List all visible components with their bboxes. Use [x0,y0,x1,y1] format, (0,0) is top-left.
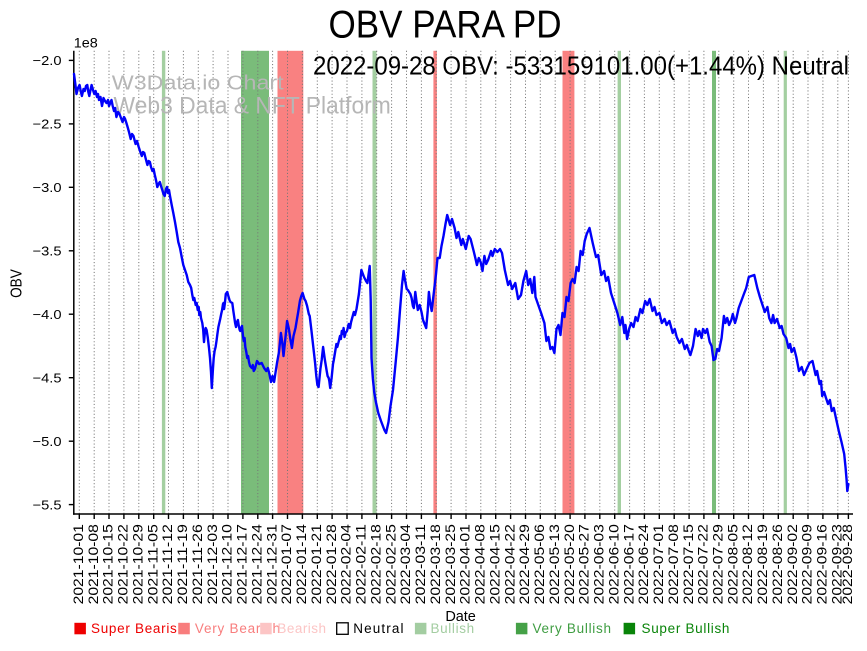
svg-text:2022-06-10: 2022-06-10 [606,524,621,604]
svg-text:2022-09-23: 2022-09-23 [830,524,845,604]
svg-text:2021-10-01: 2021-10-01 [71,524,86,604]
svg-text:Very Bullish: Very Bullish [533,621,612,636]
svg-text:2021-10-29: 2021-10-29 [131,524,146,604]
svg-text:2022-07-22: 2022-07-22 [696,524,711,604]
svg-text:2021-11-05: 2021-11-05 [145,524,160,604]
svg-text:2022-05-06: 2022-05-06 [532,524,547,604]
svg-text:−5.5: −5.5 [33,497,62,512]
svg-text:2022-09-28 OBV: -533159101.00(: 2022-09-28 OBV: -533159101.00(+1.44%) Ne… [313,51,849,81]
svg-text:OBV: OBV [8,269,25,298]
svg-text:2022-03-18: 2022-03-18 [428,524,443,604]
svg-text:2022-02-04: 2022-02-04 [339,524,354,605]
svg-text:2021-12-31: 2021-12-31 [264,524,279,604]
svg-text:Neutral: Neutral [353,621,403,636]
svg-text:Bullish: Bullish [431,621,475,636]
svg-text:2021-10-15: 2021-10-15 [101,524,116,604]
svg-text:2022-01-28: 2022-01-28 [324,524,339,604]
svg-text:2022-09-09: 2022-09-09 [800,524,815,604]
svg-text:−4.5: −4.5 [33,370,62,385]
svg-text:2022-05-27: 2022-05-27 [577,524,592,604]
svg-text:OBV PARA PD: OBV PARA PD [329,3,562,46]
svg-text:2021-10-08: 2021-10-08 [86,524,101,604]
svg-text:W3Data.io Chart: W3Data.io Chart [112,73,284,95]
svg-text:−3.5: −3.5 [33,244,62,259]
svg-text:2021-11-26: 2021-11-26 [190,524,205,604]
svg-text:2022-04-29: 2022-04-29 [517,524,532,604]
svg-text:2021-11-19: 2021-11-19 [175,524,190,604]
svg-text:2022-06-17: 2022-06-17 [621,524,636,604]
svg-text:2022-05-13: 2022-05-13 [547,524,562,604]
svg-text:−4.0: −4.0 [33,307,62,322]
svg-text:2022-05-20: 2022-05-20 [562,524,577,604]
svg-text:2022-08-05: 2022-08-05 [725,524,740,604]
svg-text:1e8: 1e8 [74,35,98,51]
svg-text:2021-12-17: 2021-12-17 [235,524,250,604]
svg-text:2022-01-14: 2022-01-14 [294,524,309,605]
svg-text:2022-07-08: 2022-07-08 [666,524,681,604]
svg-text:2022-03-25: 2022-03-25 [443,524,458,604]
svg-text:2022-01-07: 2022-01-07 [279,524,294,604]
svg-text:2021-10-22: 2021-10-22 [116,524,131,604]
svg-text:2022-08-26: 2022-08-26 [770,524,785,604]
svg-text:2022-07-29: 2022-07-29 [711,524,726,604]
svg-text:2022-04-08: 2022-04-08 [473,524,488,604]
svg-text:2021-12-24: 2021-12-24 [250,524,265,605]
svg-text:2022-04-01: 2022-04-01 [458,524,473,604]
svg-text:Super Bearish: Super Bearish [91,621,185,636]
svg-text:2022-07-01: 2022-07-01 [651,524,666,604]
svg-text:2022-02-18: 2022-02-18 [368,524,383,604]
svg-text:2022-09-28: 2022-09-28 [840,524,855,604]
svg-text:−5.0: −5.0 [33,434,62,449]
svg-text:−2.0: −2.0 [33,53,62,68]
svg-text:2022-09-16: 2022-09-16 [815,524,830,604]
svg-text:2022-08-12: 2022-08-12 [740,524,755,604]
svg-text:−3.0: −3.0 [33,180,62,195]
svg-text:2021-11-12: 2021-11-12 [160,524,175,604]
svg-text:Super Bullish: Super Bullish [642,621,730,636]
svg-text:2021-12-03: 2021-12-03 [205,524,220,604]
svg-text:2022-02-25: 2022-02-25 [383,524,398,604]
svg-text:2022-04-22: 2022-04-22 [502,524,517,604]
svg-text:Very Bearish: Very Bearish [195,621,280,636]
svg-text:2022-03-04: 2022-03-04 [398,524,413,605]
svg-text:2021-12-10: 2021-12-10 [220,524,235,604]
svg-text:2022-01-21: 2022-01-21 [309,524,324,604]
svg-text:Bearish: Bearish [277,621,326,636]
svg-text:−2.5: −2.5 [33,117,62,132]
svg-text:2022-03-11: 2022-03-11 [413,524,428,604]
svg-text:2022-06-24: 2022-06-24 [636,524,651,605]
svg-text:2022-08-19: 2022-08-19 [755,524,770,604]
svg-text:2022-04-15: 2022-04-15 [487,524,502,604]
svg-text:2022-06-03: 2022-06-03 [592,524,607,604]
svg-text:Web3 Data & NFT Platform: Web3 Data & NFT Platform [114,92,391,119]
svg-text:2022-02-11: 2022-02-11 [354,524,369,604]
svg-text:2022-09-02: 2022-09-02 [785,524,800,604]
svg-text:Date: Date [445,609,476,625]
svg-text:2022-07-15: 2022-07-15 [681,524,696,604]
